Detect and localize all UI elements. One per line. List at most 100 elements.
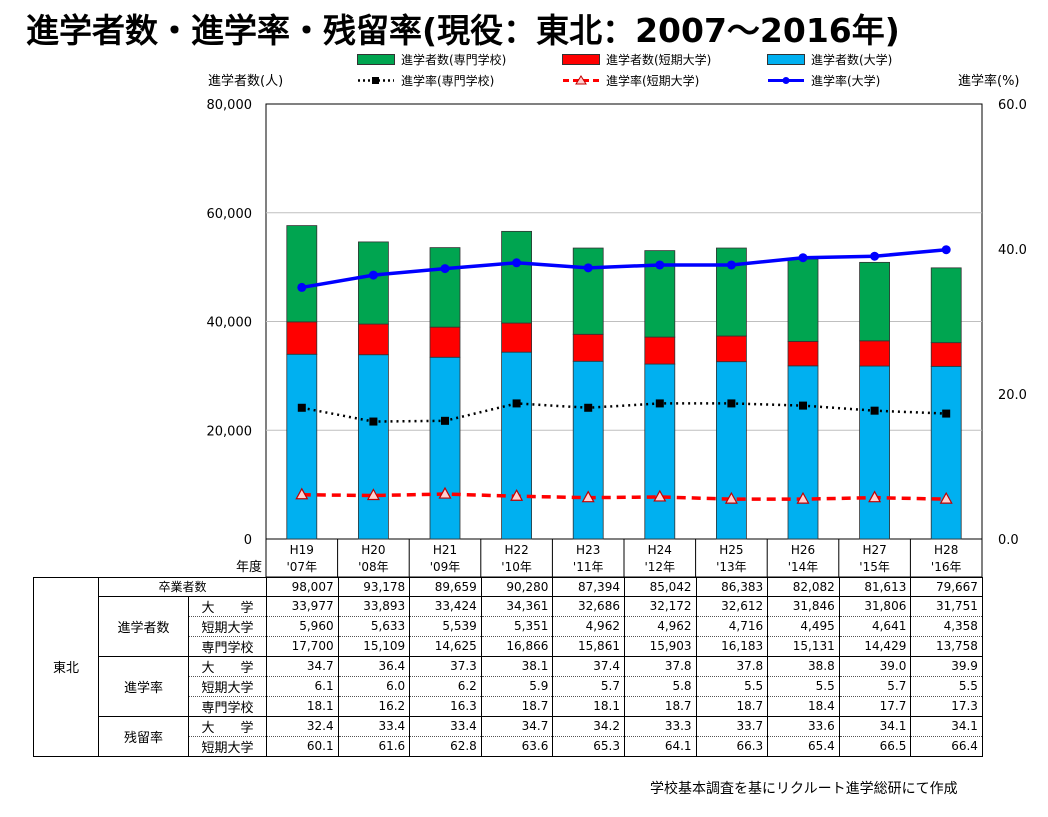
legend-item-senmon-rate: 進学率(専門学校) (357, 72, 494, 89)
table-cell: 34.1 (910, 715, 983, 737)
data-point (799, 401, 807, 410)
legend-label: 進学率(大学) (811, 74, 881, 88)
table-cell: 32,612 (695, 595, 769, 617)
bar-segment (716, 335, 747, 363)
data-point (438, 486, 452, 499)
x-tick-label: '13年 (716, 560, 747, 574)
table-row: 専門学校 18.1 16.2 16.3 18.7 18.1 18.7 18.7 18.4 17.7… (34, 695, 983, 717)
table-cell: 17,700 (266, 635, 339, 657)
x-tick-label: '09年 (430, 560, 461, 574)
table-cell: 14,429 (838, 635, 912, 657)
table-cell: 93,178 (337, 577, 411, 597)
source-note: 学校基本調査を基にリクルート進学総研にて作成 (650, 781, 958, 797)
table-cell: 5.8 (623, 675, 697, 697)
x-tick-label: H22 (504, 543, 528, 557)
table-cell: 65.3 (552, 735, 625, 757)
bar-segment (787, 258, 819, 342)
table-cell: 5,960 (266, 615, 339, 637)
table-cell: 66.3 (695, 735, 769, 757)
table-cell: 15,131 (767, 635, 840, 657)
table-cell: 4,962 (552, 615, 625, 637)
legend-label: 進学率(専門学校) (401, 74, 495, 88)
table-cell: 18.4 (767, 695, 840, 717)
table-row: 東北 卒業者数 98,007 93,178 89,659 90,280 87,394 85,0… (33, 577, 983, 757)
group-label: 残留率 (98, 715, 189, 757)
data-point (368, 270, 378, 280)
data-point (941, 245, 951, 255)
data-point (366, 488, 380, 501)
table-cell: 79,667 (910, 577, 983, 597)
y-right-axis-title: 進学率(%) (958, 74, 1020, 89)
table-cell: 89,659 (409, 577, 482, 597)
row-label: 大 学 (188, 655, 267, 677)
x-tick-label: H20 (361, 543, 385, 557)
legend-line-dashed-red (563, 75, 599, 85)
table-row: 短期大学 6.1 6.0 6.2 5.9 5.7 5.8 5.5 5.5 5.7 5.5 (34, 675, 983, 697)
table-cell: 38.1 (480, 655, 554, 677)
table-cell: 64.1 (623, 735, 697, 757)
table-cell: 13,758 (910, 635, 983, 657)
data-point (581, 490, 595, 503)
table-cell: 39.9 (910, 655, 983, 677)
row-label: 大 学 (188, 715, 267, 737)
legend-label: 進学者数(専門学校) (401, 53, 507, 67)
table-cell: 6.1 (266, 675, 339, 697)
legend-line-dotted-black (358, 77, 394, 84)
table-cell: 33.4 (409, 715, 482, 737)
y-left-tick-label: 20,000 (207, 424, 253, 439)
x-tick-label: H24 (648, 543, 672, 557)
y-right-tick-label: 20.0 (998, 388, 1027, 403)
data-point (440, 264, 450, 274)
data-point (942, 409, 951, 418)
bar-segment (357, 354, 389, 540)
x-tick-label: '10年 (501, 560, 532, 574)
data-point (584, 403, 593, 412)
table-cell: 5.9 (480, 675, 554, 697)
legend-item-tandai-count: 進学者数(短期大学) (562, 51, 711, 68)
table-cell: 81,613 (838, 577, 912, 597)
table-cell: 4,716 (695, 615, 769, 637)
bar-segment (930, 342, 962, 367)
bar-segment (357, 241, 389, 325)
row-label: 大 学 (188, 595, 267, 617)
table-cell: 33.3 (623, 715, 697, 737)
legend-item-daigaku-rate: 進学率(大学) (767, 72, 880, 89)
table-cell: 18.1 (266, 695, 339, 717)
table-cell: 5.5 (767, 675, 840, 697)
table-cell: 85,042 (623, 577, 697, 597)
table-cell: 4,962 (623, 615, 697, 637)
table-cell: 98,007 (266, 577, 339, 597)
table-cell: 33.7 (695, 715, 769, 737)
data-point (297, 282, 307, 292)
data-point (510, 488, 524, 501)
row-label: 専門学校 (188, 635, 267, 657)
data-point (939, 491, 953, 504)
bar-segment (429, 356, 461, 540)
table-row: 短期大学 60.1 61.6 62.8 63.6 65.3 64.1 66.3 65.4 66.5… (34, 735, 983, 757)
table-cell: 5,539 (409, 615, 482, 637)
data-point (297, 403, 306, 412)
region-cell: 東北 (33, 577, 99, 757)
x-tick-label: '07年 (287, 560, 318, 574)
table-cell: 37.8 (695, 655, 769, 677)
bar-segment (501, 351, 533, 540)
bar-segment (930, 267, 962, 344)
table-row: 残留率大 学 32.4 33.4 33.4 34.7 34.2 33.3 33.7 33.6 34… (34, 715, 983, 757)
table-cell: 31,846 (767, 595, 840, 617)
table-cell: 15,861 (552, 635, 625, 657)
data-point (655, 399, 664, 408)
table-cell: 5.7 (838, 675, 912, 697)
table-cell: 33,424 (409, 595, 482, 617)
combo-chart: 0 20,000 40,000 60,000 80,000 0.0 20.0 40.0 60.0… (207, 98, 1027, 578)
data-point (369, 417, 378, 426)
table-cell: 37.8 (623, 655, 697, 677)
data-point (441, 416, 449, 425)
table-cell: 14,625 (409, 635, 482, 657)
table-cell: 16.3 (409, 695, 482, 717)
legend-line-solid-blue (768, 77, 804, 84)
table-cell: 37.4 (552, 655, 625, 677)
y-right-tick-label: 0.0 (998, 533, 1019, 548)
series-line (301, 492, 947, 501)
table-cell: 31,806 (838, 595, 912, 617)
data-point (798, 253, 808, 263)
